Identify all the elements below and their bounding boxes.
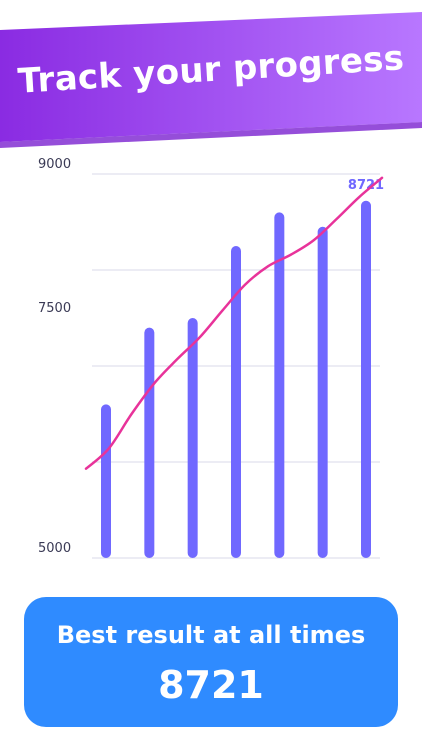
banner-background xyxy=(0,12,422,148)
y-tick-label: 9000 xyxy=(38,157,71,172)
banner-shape xyxy=(0,12,422,142)
best-result-card: Best result at all times 8721 xyxy=(24,597,398,727)
chart-bar xyxy=(101,404,111,558)
chart-bar xyxy=(144,327,155,558)
chart-bar xyxy=(274,212,285,558)
trend-line xyxy=(84,176,384,470)
best-result-value: 8721 xyxy=(158,663,264,707)
chart-canvas: 9000 7500 5000 8721 xyxy=(38,157,384,559)
chart-bar xyxy=(317,226,328,559)
best-result-label: Best result at all times xyxy=(56,621,366,649)
y-tick-label: 7500 xyxy=(38,301,71,316)
chart-bar xyxy=(187,318,198,558)
progress-chart: 9000 7500 5000 8721 xyxy=(0,150,422,580)
banner-underline xyxy=(0,122,422,148)
y-tick-label: 5000 xyxy=(38,541,71,556)
chart-bar xyxy=(231,246,241,558)
header-banner: Track your progress xyxy=(0,0,422,150)
bar-value-label: 8721 xyxy=(348,178,384,193)
chart-bar xyxy=(361,200,371,558)
